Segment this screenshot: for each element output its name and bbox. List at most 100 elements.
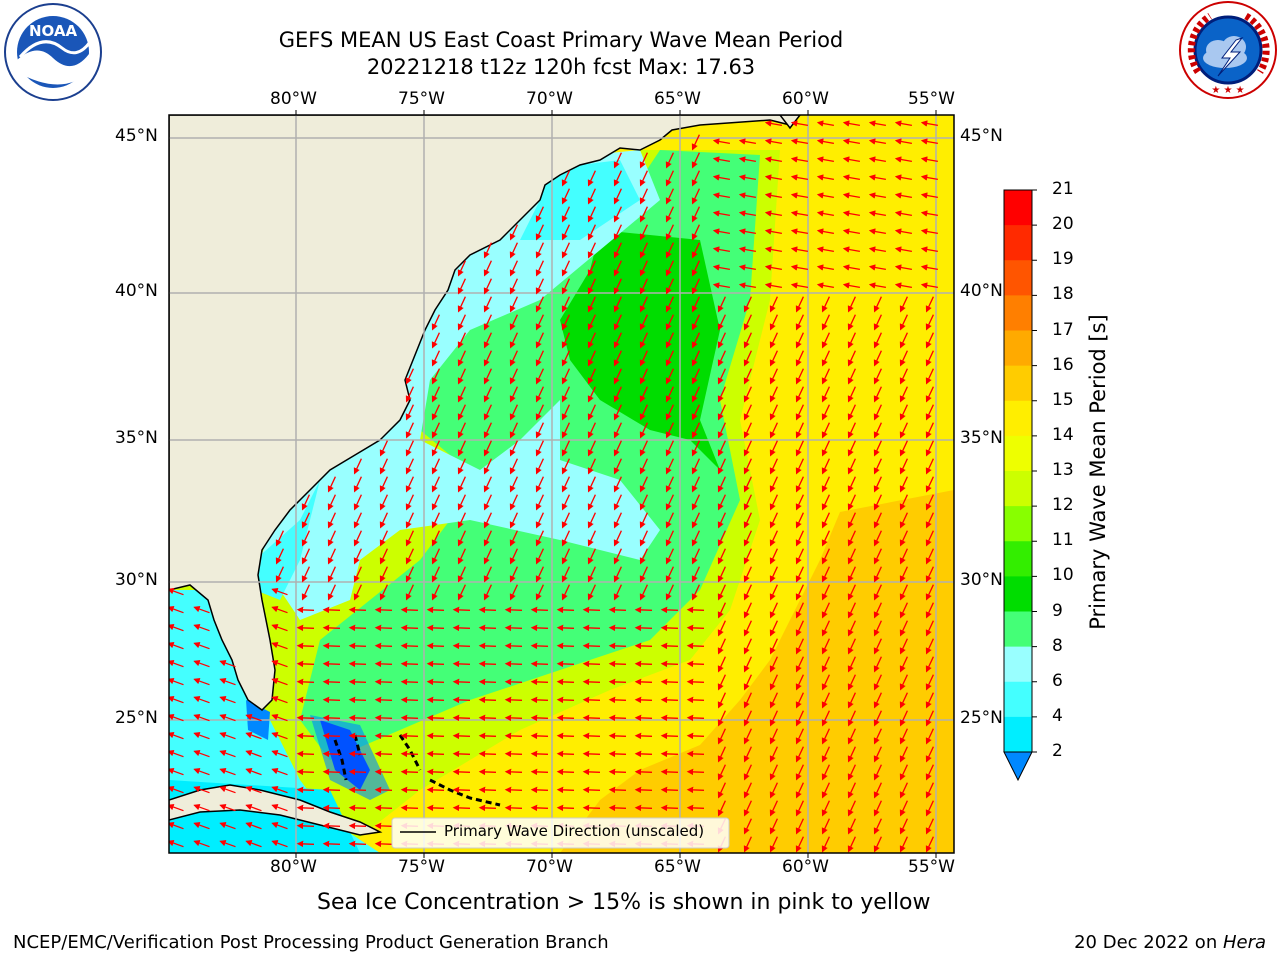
wave-arrow bbox=[452, 642, 471, 650]
wave-arrow bbox=[769, 620, 778, 637]
wave-arrow bbox=[717, 476, 726, 493]
wave-arrow bbox=[613, 188, 622, 205]
wave-arrow bbox=[348, 660, 367, 668]
wave-arrow bbox=[509, 530, 518, 547]
wave-arrow bbox=[193, 624, 210, 632]
wave-arrow bbox=[795, 494, 804, 511]
wave-arrow bbox=[613, 224, 622, 241]
wave-arrow bbox=[717, 350, 726, 367]
wave-arrow bbox=[193, 768, 210, 776]
wave-arrow bbox=[400, 750, 419, 758]
colorbar-segment bbox=[1004, 681, 1032, 718]
wave-arrow bbox=[717, 782, 726, 799]
wave-arrow bbox=[639, 386, 648, 403]
wave-arrow bbox=[535, 314, 544, 331]
wave-arrow bbox=[743, 584, 752, 601]
wave-arrow bbox=[821, 494, 830, 511]
nws-logo: ★ ★ ★ bbox=[1178, 0, 1278, 100]
wave-arrow bbox=[686, 696, 705, 704]
wave-arrow bbox=[452, 750, 471, 758]
colorbar-tick-label: 14 bbox=[1052, 424, 1074, 445]
wave-arrow bbox=[556, 750, 575, 758]
wave-arrow bbox=[327, 566, 336, 583]
wave-arrow bbox=[219, 786, 236, 794]
wave-arrow bbox=[483, 404, 492, 421]
wave-arrow bbox=[717, 728, 726, 745]
legend-label: Primary Wave Direction (unscaled) bbox=[444, 822, 705, 840]
wave-arrow bbox=[587, 188, 596, 205]
wave-arrow bbox=[743, 710, 752, 727]
map-plot-area bbox=[169, 115, 954, 853]
wave-arrow bbox=[691, 296, 700, 313]
wave-arrow bbox=[738, 174, 757, 181]
wave-arrow bbox=[769, 494, 778, 511]
wave-arrow bbox=[795, 818, 804, 835]
wave-arrow bbox=[613, 422, 622, 439]
wave-arrow bbox=[613, 404, 622, 421]
wave-arrow bbox=[691, 476, 700, 493]
wave-arrow bbox=[483, 350, 492, 367]
wave-arrow bbox=[457, 296, 466, 313]
wave-arrow bbox=[873, 800, 882, 817]
wave-arrow bbox=[634, 786, 653, 794]
wave-arrow bbox=[322, 624, 341, 632]
wave-arrow bbox=[743, 818, 752, 835]
wave-arrow bbox=[219, 822, 236, 830]
wave-arrow bbox=[561, 584, 570, 601]
wave-arrow bbox=[348, 786, 367, 794]
wave-arrow bbox=[925, 638, 934, 655]
wave-arrow bbox=[582, 696, 601, 704]
wave-arrow bbox=[873, 692, 882, 709]
wave-arrow bbox=[743, 728, 752, 745]
wave-arrow bbox=[169, 588, 184, 596]
wave-arrow bbox=[535, 368, 544, 385]
wave-arrow bbox=[717, 692, 726, 709]
wave-arrow bbox=[301, 530, 310, 547]
wave-arrow bbox=[478, 786, 497, 794]
wave-arrow bbox=[348, 804, 367, 812]
wave-arrow bbox=[712, 210, 731, 217]
wave-arrow bbox=[743, 782, 752, 799]
wave-arrow bbox=[504, 606, 523, 614]
sea-ice-note: Sea Ice Concentration > 15% is shown in … bbox=[317, 890, 931, 915]
wave-arrow bbox=[925, 566, 934, 583]
wave-arrow bbox=[925, 746, 934, 763]
wave-arrow bbox=[587, 566, 596, 583]
wave-arrow bbox=[899, 602, 908, 619]
wave-arrow bbox=[665, 548, 674, 565]
wave-arrow bbox=[296, 624, 315, 632]
wave-arrow bbox=[509, 314, 518, 331]
wave-arrow bbox=[608, 642, 627, 650]
wave-arrow bbox=[816, 138, 835, 145]
wave-arrow bbox=[587, 584, 596, 601]
wave-arrow bbox=[400, 804, 419, 812]
wave-arrow bbox=[296, 822, 315, 830]
wave-arrow bbox=[738, 246, 757, 253]
wave-arrow bbox=[639, 458, 648, 475]
wave-arrow bbox=[426, 768, 445, 776]
wave-arrow bbox=[873, 422, 882, 439]
wave-arrow bbox=[686, 768, 705, 776]
colorbar-segment bbox=[1004, 435, 1032, 472]
wave-arrow bbox=[322, 678, 341, 686]
wave-arrow bbox=[821, 818, 830, 835]
wave-arrow bbox=[717, 548, 726, 565]
wave-arrow bbox=[483, 368, 492, 385]
wave-arrow bbox=[296, 678, 315, 686]
wave-arrow bbox=[847, 368, 856, 385]
wave-arrow bbox=[816, 210, 835, 217]
wave-arrow bbox=[219, 660, 236, 668]
wave-arrow bbox=[296, 840, 315, 848]
wave-arrow bbox=[452, 696, 471, 704]
wave-arrow bbox=[743, 404, 752, 421]
wave-arrow bbox=[374, 696, 393, 704]
wave-direction-arrows bbox=[169, 120, 939, 853]
wave-arrow bbox=[561, 170, 570, 187]
wave-arrow bbox=[582, 732, 601, 740]
wave-arrow bbox=[925, 674, 934, 691]
wave-arrow bbox=[271, 750, 288, 758]
wave-arrow bbox=[400, 642, 419, 650]
footer-date: 20 Dec 2022 on Hera bbox=[1074, 932, 1266, 953]
wave-arrow bbox=[587, 350, 596, 367]
